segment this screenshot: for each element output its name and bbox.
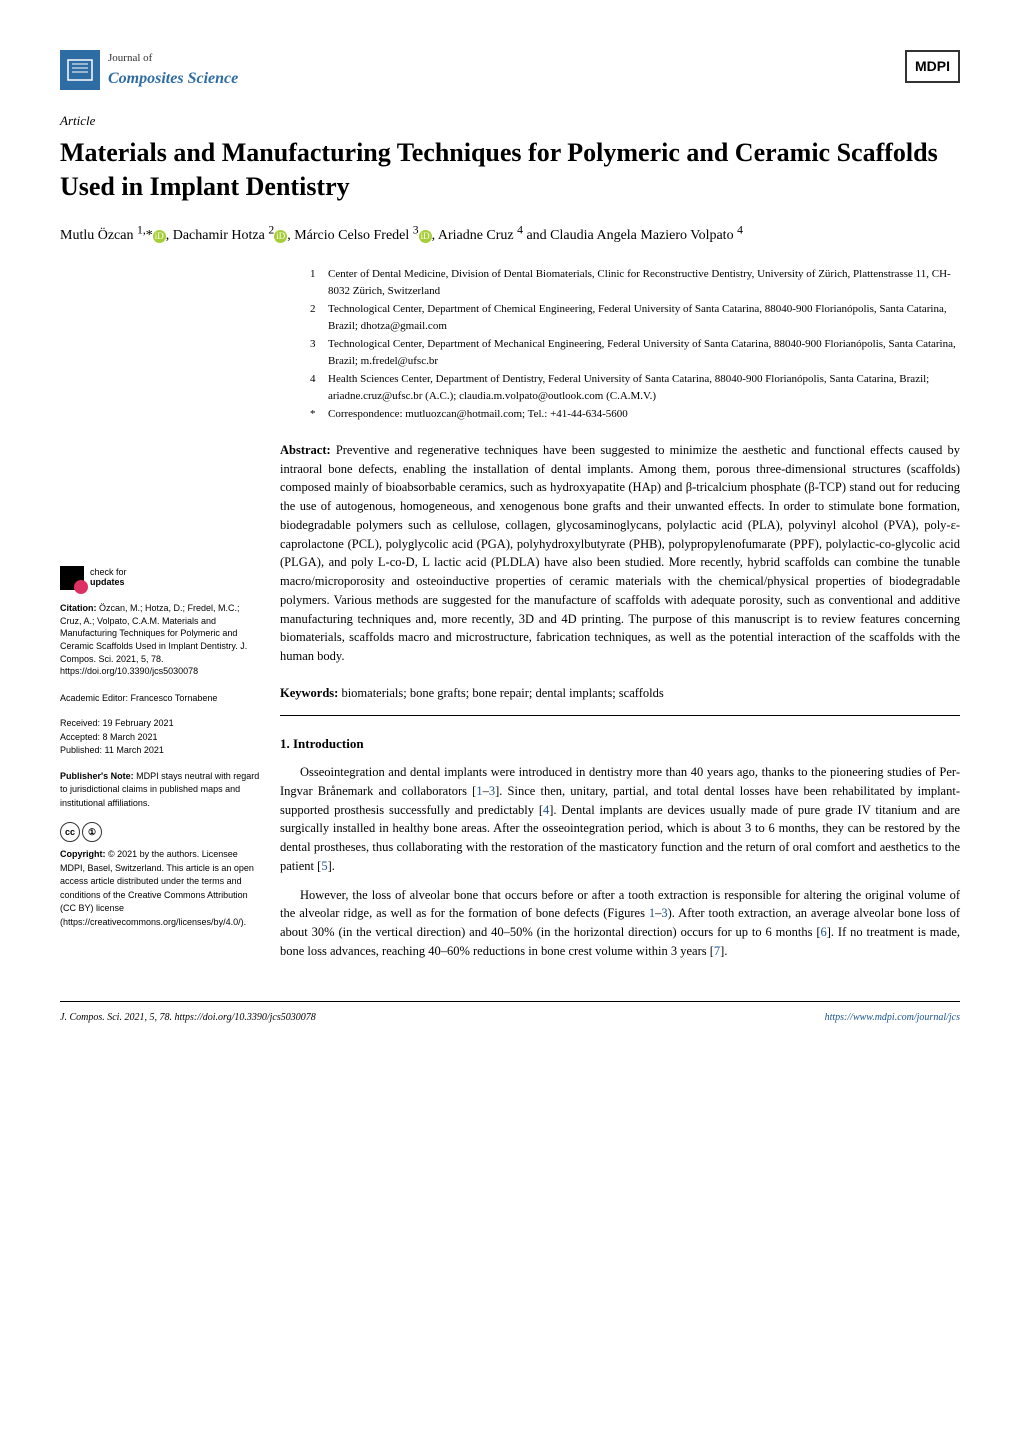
abstract: Abstract: Preventive and regenerative te… <box>280 441 960 666</box>
by-badge: ① <box>82 822 102 842</box>
main-column: 1Center of Dental Medicine, Division of … <box>280 266 960 970</box>
keywords-label: Keywords: <box>280 686 338 700</box>
published-date: Published: 11 March 2021 <box>60 744 260 758</box>
affil-text: Health Sciences Center, Department of De… <box>328 371 960 404</box>
affiliations: 1Center of Dental Medicine, Division of … <box>310 266 960 423</box>
abstract-label: Abstract: <box>280 443 331 457</box>
paragraph: However, the loss of alveolar bone that … <box>280 886 960 961</box>
article-type: Article <box>60 111 960 131</box>
authors: Mutlu Özcan 1,*iD, Dachamir Hotza 2iD, M… <box>60 222 960 247</box>
copyright-text: © 2021 by the authors. Licensee MDPI, Ba… <box>60 849 254 927</box>
check-updates-text: check forupdates <box>90 568 127 588</box>
affiliation: * Correspondence: mutluozcan@hotmail.com;… <box>310 406 960 423</box>
affil-num: 1 <box>310 266 320 299</box>
header: Journal of Composites Science MDPI <box>60 50 960 91</box>
affil-text: Technological Center, Department of Chem… <box>328 301 960 334</box>
check-updates-icon <box>60 566 84 590</box>
journal-icon <box>60 50 100 90</box>
received-date: Received: 19 February 2021 <box>60 717 260 731</box>
affiliation: 2Technological Center, Department of Che… <box>310 301 960 334</box>
citation-text: Özcan, M.; Hotza, D.; Fredel, M.C.; Cruz… <box>60 603 247 676</box>
affil-text: Center of Dental Medicine, Division of D… <box>328 266 960 299</box>
copyright-label: Copyright: <box>60 849 106 859</box>
affiliation: 4Health Sciences Center, Department of D… <box>310 371 960 404</box>
publisher-logo: MDPI <box>905 50 960 83</box>
affil-num: 3 <box>310 336 320 369</box>
dates-block: Received: 19 February 2021 Accepted: 8 M… <box>60 717 260 758</box>
journal-line2: Composites Science <box>108 67 238 91</box>
section-title: 1. Introduction <box>280 734 960 754</box>
affiliation: 3Technological Center, Department of Mec… <box>310 336 960 369</box>
journal-line1: Journal of <box>108 50 238 67</box>
accepted-date: Accepted: 8 March 2021 <box>60 731 260 745</box>
affil-text: Technological Center, Department of Mech… <box>328 336 960 369</box>
author-list: Mutlu Özcan 1,*iD, Dachamir Hotza 2iD, M… <box>60 228 743 243</box>
citation-block: Citation: Özcan, M.; Hotza, D.; Fredel, … <box>60 602 260 678</box>
orcid-icon: iD <box>419 230 432 243</box>
sidebar: check forupdates Citation: Özcan, M.; Ho… <box>60 266 260 970</box>
affil-num: 4 <box>310 371 320 404</box>
divider <box>280 715 960 716</box>
affil-num: 2 <box>310 301 320 334</box>
license-block: cc ① <box>60 822 260 842</box>
editor-block: Academic Editor: Francesco Tornabene <box>60 692 260 706</box>
journal-name: Journal of Composites Science <box>108 50 238 91</box>
affil-text: Correspondence: mutluozcan@hotmail.com; … <box>328 406 628 423</box>
keywords: Keywords: biomaterials; bone grafts; bon… <box>280 684 960 703</box>
footer-left: J. Compos. Sci. 2021, 5, 78. https://doi… <box>60 1010 316 1025</box>
orcid-icon: iD <box>274 230 287 243</box>
footer: J. Compos. Sci. 2021, 5, 78. https://doi… <box>60 1001 960 1025</box>
publisher-note-label: Publisher's Note: <box>60 771 134 781</box>
editor-name: Francesco Tornabene <box>131 693 218 703</box>
journal-logo: Journal of Composites Science <box>60 50 238 91</box>
citation-label: Citation: <box>60 603 97 613</box>
check-updates[interactable]: check forupdates <box>60 566 260 590</box>
abstract-text: Preventive and regenerative techniques h… <box>280 443 960 663</box>
copyright-block: Copyright: © 2021 by the authors. Licens… <box>60 848 260 929</box>
keywords-text: biomaterials; bone grafts; bone repair; … <box>341 686 663 700</box>
paragraph: Osseointegration and dental implants wer… <box>280 763 960 876</box>
article-title: Materials and Manufacturing Techniques f… <box>60 136 960 204</box>
footer-right[interactable]: https://www.mdpi.com/journal/jcs <box>825 1010 960 1025</box>
editor-label: Academic Editor: <box>60 693 128 703</box>
publisher-note-block: Publisher's Note: MDPI stays neutral wit… <box>60 770 260 811</box>
affil-num: * <box>310 406 320 423</box>
orcid-icon: iD <box>153 230 166 243</box>
affiliation: 1Center of Dental Medicine, Division of … <box>310 266 960 299</box>
cc-badge: cc <box>60 822 80 842</box>
cc-icon: cc ① <box>60 822 102 842</box>
